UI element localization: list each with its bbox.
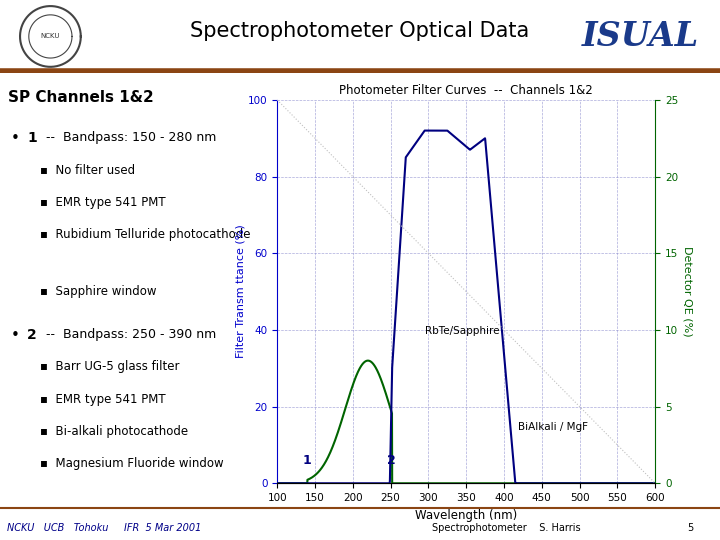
Text: ▪  No filter used: ▪ No filter used xyxy=(40,164,135,177)
Y-axis label: Filter Transm ttance (%): Filter Transm ttance (%) xyxy=(235,225,245,359)
Text: RbTe/Sapphire: RbTe/Sapphire xyxy=(425,326,499,336)
Title: Photometer Filter Curves  --  Channels 1&2: Photometer Filter Curves -- Channels 1&2 xyxy=(339,84,593,97)
Text: ▪  EMR type 541 PMT: ▪ EMR type 541 PMT xyxy=(40,393,166,406)
Text: Spectrophotometer    S. Harris: Spectrophotometer S. Harris xyxy=(432,523,580,533)
Y-axis label: Detector QE (%): Detector QE (%) xyxy=(682,246,692,337)
Text: NCKU: NCKU xyxy=(40,33,60,39)
Text: ▪  Rubidium Telluride photocathode: ▪ Rubidium Telluride photocathode xyxy=(40,228,251,241)
Text: 2: 2 xyxy=(27,328,37,342)
Text: •: • xyxy=(11,328,19,343)
Text: •: • xyxy=(11,131,19,146)
X-axis label: Wavelength (nm): Wavelength (nm) xyxy=(415,509,518,522)
Text: Spectrophotometer Optical Data: Spectrophotometer Optical Data xyxy=(190,21,530,40)
Text: 2: 2 xyxy=(387,454,395,467)
Text: ▪  EMR type 541 PMT: ▪ EMR type 541 PMT xyxy=(40,196,166,209)
Text: 1: 1 xyxy=(302,454,311,467)
Text: ▪  Barr UG-5 glass filter: ▪ Barr UG-5 glass filter xyxy=(40,360,180,373)
Text: ▪  Bi-alkali photocathode: ▪ Bi-alkali photocathode xyxy=(40,425,189,438)
Text: SP Channels 1&2: SP Channels 1&2 xyxy=(8,90,154,105)
Text: ISUAL: ISUAL xyxy=(582,20,699,53)
Text: 1: 1 xyxy=(27,131,37,145)
Text: NCKU   UCB   Tohoku     IFR  5 Mar 2001: NCKU UCB Tohoku IFR 5 Mar 2001 xyxy=(7,523,202,533)
Text: ▪  Magnesium Fluoride window: ▪ Magnesium Fluoride window xyxy=(40,457,224,470)
Text: --  Bandpass: 150 - 280 nm: -- Bandpass: 150 - 280 nm xyxy=(42,131,216,144)
Text: --  Bandpass: 250 - 390 nm: -- Bandpass: 250 - 390 nm xyxy=(42,328,216,341)
Text: 5: 5 xyxy=(688,523,694,533)
Text: BiAlkali / MgF: BiAlkali / MgF xyxy=(518,422,588,431)
Text: ▪  Sapphire window: ▪ Sapphire window xyxy=(40,285,157,298)
